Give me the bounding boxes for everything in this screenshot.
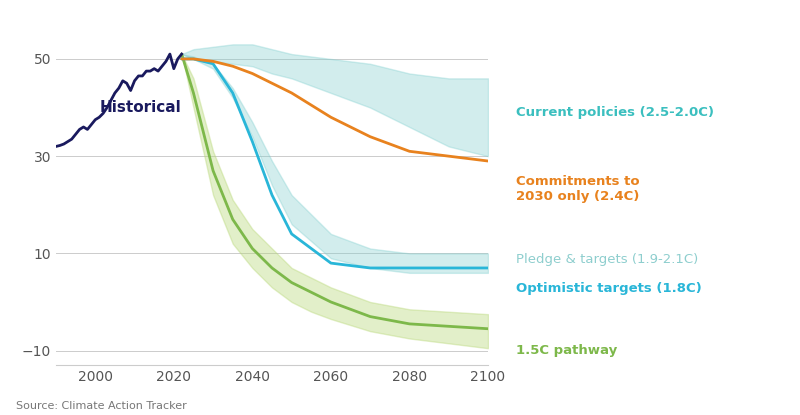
Text: Historical: Historical: [99, 100, 181, 115]
Text: Pledge & targets (1.9-2.1C): Pledge & targets (1.9-2.1C): [516, 253, 698, 266]
Text: Source: Climate Action Tracker: Source: Climate Action Tracker: [16, 401, 186, 411]
Text: Commitments to
2030 only (2.4C): Commitments to 2030 only (2.4C): [516, 175, 640, 203]
Text: Current policies (2.5-2.0C): Current policies (2.5-2.0C): [516, 105, 714, 119]
Text: Optimistic targets (1.8C): Optimistic targets (1.8C): [516, 282, 702, 295]
Text: 1.5C pathway: 1.5C pathway: [516, 344, 618, 357]
